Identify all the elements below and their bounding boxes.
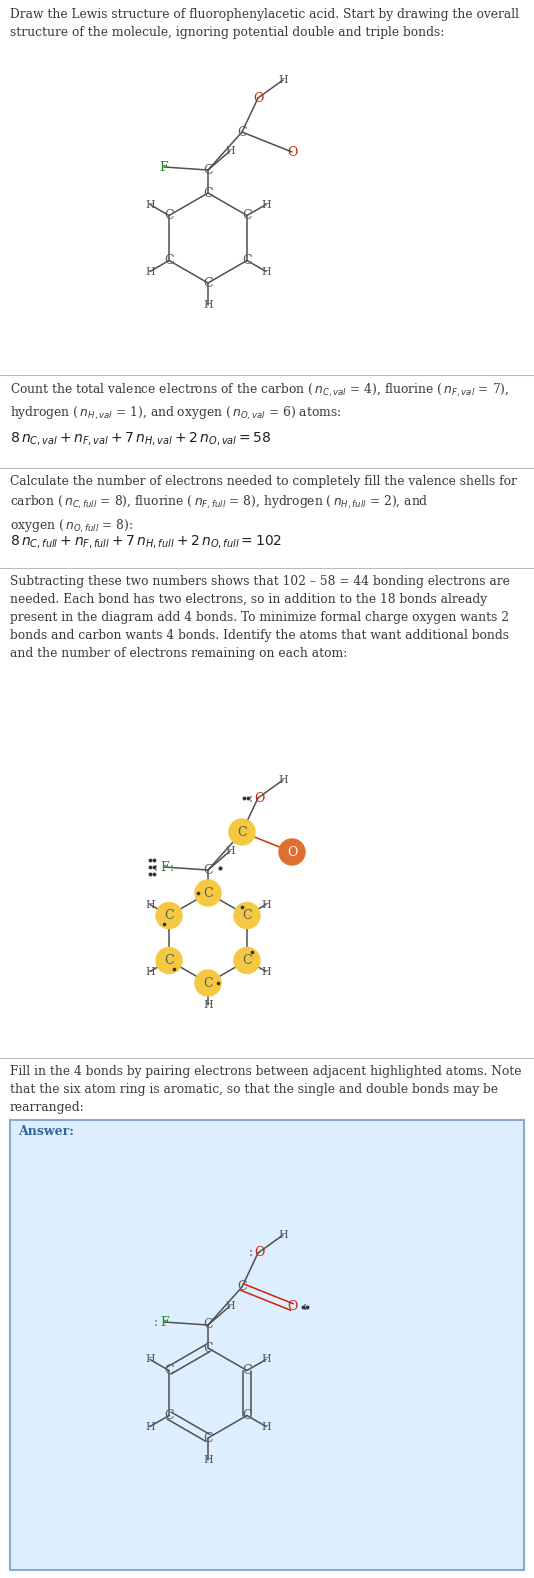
Text: C: C — [203, 977, 213, 989]
Text: Count the total valence electrons of the carbon ( $n_{C,val}$ = 4), fluorine ( $: Count the total valence electrons of the… — [10, 382, 509, 423]
FancyBboxPatch shape — [10, 1120, 524, 1570]
Text: H: H — [145, 966, 155, 977]
Text: :: : — [303, 1300, 307, 1313]
Text: C: C — [237, 825, 247, 838]
Text: H: H — [278, 76, 288, 85]
Text: C: C — [203, 863, 213, 876]
Text: H: H — [261, 966, 271, 977]
Text: H: H — [278, 775, 288, 784]
Text: C: C — [164, 254, 174, 267]
Text: C: C — [164, 1363, 174, 1378]
Text: Calculate the number of electrons needed to completely fill the valence shells f: Calculate the number of electrons needed… — [10, 475, 517, 535]
Text: O: O — [253, 92, 263, 104]
Text: H: H — [145, 1422, 155, 1431]
Text: H: H — [225, 846, 235, 855]
Text: H: H — [145, 199, 155, 210]
Text: $8\,n_{C,val} + n_{F,val} + 7\,n_{H,val} + 2\,n_{O,val} = 58$: $8\,n_{C,val} + n_{F,val} + 7\,n_{H,val}… — [10, 429, 272, 447]
Text: H: H — [261, 199, 271, 210]
Circle shape — [234, 903, 260, 928]
Text: H: H — [203, 300, 213, 309]
Circle shape — [156, 903, 182, 928]
Text: F: F — [160, 161, 168, 174]
Text: C: C — [203, 1431, 213, 1444]
Text: Subtracting these two numbers shows that 102 – 58 = 44 bonding electrons are
nee: Subtracting these two numbers shows that… — [10, 574, 510, 660]
Circle shape — [156, 947, 182, 974]
Text: Draw the Lewis structure of fluorophenylacetic acid. Start by drawing the overal: Draw the Lewis structure of fluorophenyl… — [10, 8, 519, 39]
Circle shape — [195, 881, 221, 906]
Text: C: C — [164, 955, 174, 967]
Text: H: H — [145, 267, 155, 276]
Text: O: O — [287, 846, 297, 858]
Text: F: F — [161, 860, 169, 874]
Text: :: : — [249, 792, 253, 805]
Text: C: C — [237, 1280, 247, 1294]
Text: O: O — [287, 1300, 297, 1313]
Text: O: O — [287, 145, 297, 158]
Text: :: : — [170, 860, 174, 874]
Text: C: C — [242, 254, 252, 267]
Circle shape — [229, 819, 255, 844]
Text: C: C — [242, 909, 252, 922]
Text: C: C — [164, 208, 174, 222]
Text: H: H — [145, 1354, 155, 1365]
Text: :: : — [249, 1247, 253, 1259]
Circle shape — [279, 839, 305, 865]
Circle shape — [234, 947, 260, 974]
Text: H: H — [278, 1229, 288, 1240]
Text: H: H — [145, 899, 155, 909]
Text: :: : — [154, 1316, 158, 1329]
Text: H: H — [225, 147, 235, 156]
Text: C: C — [242, 955, 252, 967]
Text: C: C — [203, 887, 213, 899]
Text: H: H — [261, 1422, 271, 1431]
Text: Fill in the 4 bonds by pairing electrons between adjacent highlighted atoms. Not: Fill in the 4 bonds by pairing electrons… — [10, 1065, 522, 1114]
Text: O: O — [254, 792, 264, 805]
Text: C: C — [242, 1409, 252, 1422]
Text: :: : — [154, 860, 158, 874]
Text: Answer:: Answer: — [18, 1125, 74, 1138]
Text: C: C — [164, 1409, 174, 1422]
Circle shape — [195, 970, 221, 996]
Text: C: C — [242, 1363, 252, 1378]
Text: C: C — [203, 1319, 213, 1332]
Text: $8\,n_{C,full} + n_{F,full} + 7\,n_{H,full} + 2\,n_{O,full} = 102$: $8\,n_{C,full} + n_{F,full} + 7\,n_{H,fu… — [10, 533, 282, 551]
Text: C: C — [203, 276, 213, 289]
Text: C: C — [203, 186, 213, 199]
Text: C: C — [242, 208, 252, 222]
Text: C: C — [203, 164, 213, 177]
Text: O: O — [254, 1247, 264, 1259]
Text: H: H — [261, 899, 271, 909]
Text: H: H — [203, 1455, 213, 1464]
Text: C: C — [203, 1341, 213, 1354]
Text: C: C — [164, 909, 174, 922]
Text: H: H — [225, 1300, 235, 1311]
Text: H: H — [261, 267, 271, 276]
Text: F: F — [161, 1316, 169, 1329]
Text: C: C — [237, 126, 247, 139]
Text: H: H — [261, 1354, 271, 1365]
Text: H: H — [203, 1000, 213, 1010]
